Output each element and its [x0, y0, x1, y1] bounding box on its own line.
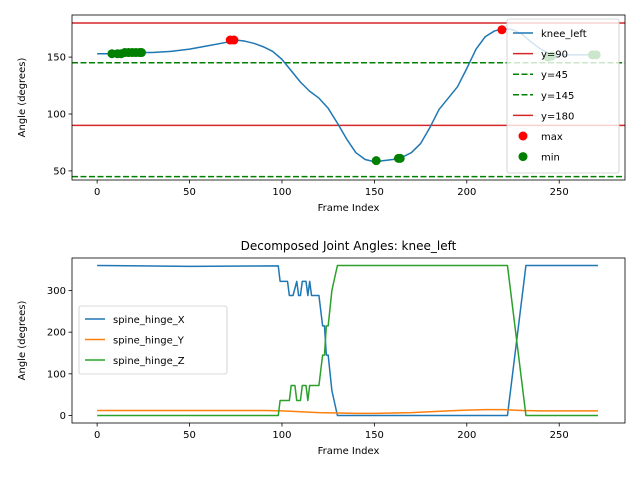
- y-axis-label: Angle (degrees): [17, 58, 28, 138]
- y-tick-label: 50: [53, 166, 66, 177]
- chart-title: Decomposed Joint Angles: knee_left: [241, 239, 457, 253]
- legend-label: knee_left: [541, 29, 587, 40]
- legend-label: spine_hinge_Z: [113, 356, 185, 367]
- x-tick-label: 250: [550, 430, 569, 441]
- series-line-spine-hinge-Z: [97, 264, 599, 417]
- y-tick-label: 0: [60, 411, 66, 422]
- series-line-spine-hinge-X: [97, 264, 599, 417]
- y-tick-label: 150: [47, 53, 66, 64]
- legend-box: [78, 305, 228, 375]
- legend-label: min: [541, 153, 560, 164]
- x-tick-label: 50: [183, 187, 196, 198]
- legend-swatch: [518, 152, 528, 162]
- max-marker: [497, 25, 507, 35]
- y-tick-label: 100: [47, 369, 66, 380]
- x-tick-label: 100: [272, 187, 291, 198]
- x-tick-label: 50: [183, 430, 196, 441]
- legend: knee_left y=90 y=45 y=145 y=180 max min: [506, 18, 620, 174]
- x-tick-label: 0: [94, 430, 100, 441]
- x-tick-label: 200: [457, 187, 476, 198]
- legend-label: max: [541, 132, 563, 143]
- series-line-spine-hinge-Y: [97, 408, 599, 415]
- min-marker: [395, 153, 405, 163]
- x-tick-label: 0: [94, 187, 100, 198]
- x-tick-label: 250: [550, 187, 569, 198]
- x-tick-label: 150: [365, 187, 384, 198]
- legend-label: y=145: [541, 91, 574, 102]
- y-tick-label: 100: [47, 110, 66, 121]
- legend-box: [506, 18, 620, 174]
- decomposed-angles-plot: 0 50 100 150 200 250 0 100 200 300 Frame Index Angl…: [17, 239, 626, 457]
- max-marker: [229, 35, 239, 45]
- plot-area: [97, 264, 599, 417]
- y-tick-label: 300: [47, 286, 66, 297]
- legend-swatch: [518, 131, 528, 141]
- legend-label: y=180: [541, 111, 574, 122]
- x-axis-label: Frame Index: [318, 446, 380, 457]
- x-tick-label: 150: [365, 430, 384, 441]
- axes-frame: [71, 257, 626, 424]
- min-marker: [136, 48, 146, 58]
- legend-label: spine_hinge_X: [113, 315, 185, 326]
- y-tick-label: 200: [47, 328, 66, 339]
- x-tick-label: 200: [457, 430, 476, 441]
- x-axis-label: Frame Index: [318, 203, 380, 214]
- y-axis-label: Angle (degrees): [17, 301, 28, 381]
- legend: spine_hinge_X spine_hinge_Y spine_hinge_Z: [78, 305, 228, 375]
- axes-frame: [71, 14, 626, 181]
- knee-angle-plot: 0 50 100 150 200 250 50 100 150 Frame Index Angle …: [17, 14, 626, 214]
- legend-label: y=45: [541, 70, 568, 81]
- legend-label: y=90: [541, 50, 568, 61]
- legend-label: spine_hinge_Y: [113, 336, 185, 347]
- min-marker: [371, 156, 381, 166]
- x-tick-label: 100: [272, 430, 291, 441]
